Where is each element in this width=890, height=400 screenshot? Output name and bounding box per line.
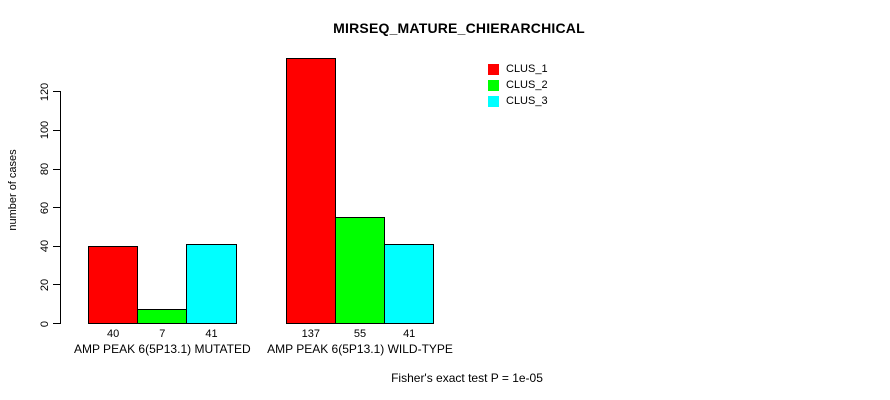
y-axis-label: number of cases bbox=[7, 149, 19, 231]
bar-clus_3-group1 bbox=[186, 243, 237, 324]
y-tick bbox=[53, 91, 60, 93]
legend-swatch bbox=[488, 79, 499, 91]
y-tick bbox=[53, 168, 60, 170]
y-tick bbox=[53, 207, 60, 209]
y-tick-label: 100 bbox=[39, 121, 51, 140]
bar-value-label: 41 bbox=[403, 328, 416, 340]
bar-value-label: 55 bbox=[353, 328, 367, 340]
legend-label: CLUS_1 bbox=[506, 63, 548, 75]
chart-title: MIRSEQ_MATURE_CHIERARCHICAL bbox=[333, 20, 585, 36]
y-tick-label: 20 bbox=[39, 278, 51, 291]
footer-pvalue: Fisher's exact test P = 1e-05 bbox=[391, 371, 543, 385]
y-tick-label: 0 bbox=[39, 320, 51, 327]
y-tick-label: 80 bbox=[39, 162, 51, 176]
bar-clus_3-group2 bbox=[384, 243, 435, 324]
x-category-label: AMP PEAK 6(5P13.1) MUTATED bbox=[73, 342, 251, 356]
y-tick-label: 60 bbox=[39, 201, 51, 214]
legend-label: CLUS_2 bbox=[506, 79, 548, 91]
bar-clus_1-group2 bbox=[285, 58, 336, 324]
y-tick bbox=[53, 323, 60, 324]
y-tick-label: 40 bbox=[39, 240, 51, 253]
bar-value-label: 7 bbox=[159, 328, 166, 340]
legend-item: CLUS_2 bbox=[488, 77, 548, 93]
bar-clus_2-group1 bbox=[137, 309, 188, 324]
legend-item: CLUS_1 bbox=[488, 61, 548, 77]
legend-swatch bbox=[488, 95, 499, 107]
bar-value-label: 137 bbox=[301, 328, 320, 340]
y-tick-label: 120 bbox=[39, 82, 51, 101]
legend-item: CLUS_3 bbox=[488, 93, 548, 109]
x-category-label: AMP PEAK 6(5P13.1) WILD-TYPE bbox=[267, 342, 453, 356]
bar-value-label: 40 bbox=[106, 328, 120, 340]
y-tick bbox=[53, 129, 60, 131]
legend-swatch bbox=[488, 63, 499, 75]
legend-label: CLUS_3 bbox=[506, 95, 548, 107]
y-axis-line bbox=[60, 91, 61, 324]
legend: CLUS_1 CLUS_2 CLUS_3 bbox=[488, 61, 548, 109]
y-tick bbox=[53, 245, 60, 247]
bar-clus_1-group1 bbox=[88, 245, 139, 324]
bar-value-label: 41 bbox=[205, 328, 218, 340]
y-tick bbox=[53, 284, 60, 286]
bar-clus_2-group2 bbox=[334, 216, 386, 324]
